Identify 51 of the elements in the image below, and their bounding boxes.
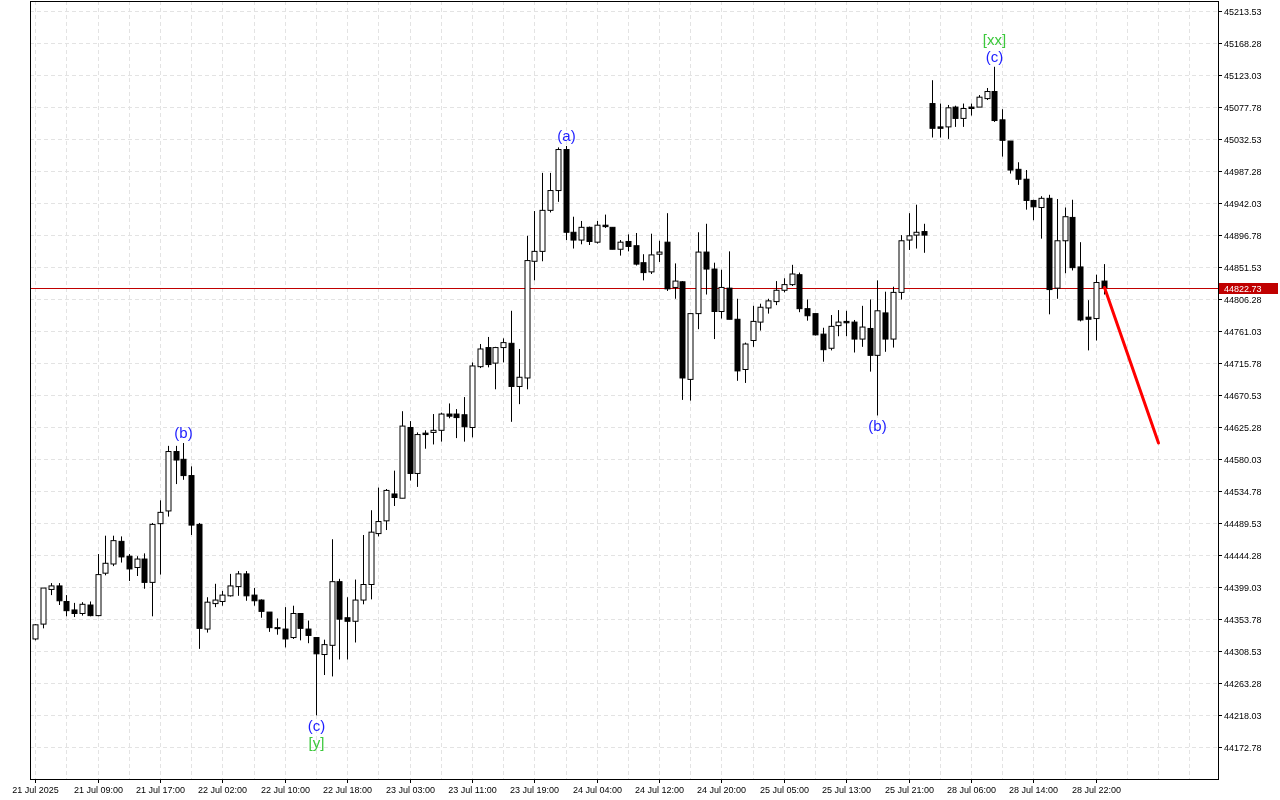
y-tick-label: 44353.78 xyxy=(1224,614,1262,625)
y-tick-label: 45123.03 xyxy=(1224,70,1262,81)
annotation: [y] xyxy=(308,734,325,752)
y-tick-label: 44625.28 xyxy=(1224,422,1262,433)
y-tick-label: 44218.03 xyxy=(1224,710,1262,721)
x-tick-label: 28 Jul 06:00 xyxy=(946,785,997,795)
y-tick-label: 44489.53 xyxy=(1224,518,1262,529)
x-tick-label: 22 Jul 02:00 xyxy=(197,785,248,795)
y-tick-label: 44580.03 xyxy=(1224,454,1262,465)
x-tick-label: 21 Jul 17:00 xyxy=(135,785,186,795)
y-tick-label: 44806.28 xyxy=(1224,294,1262,305)
y-tick-label: 44172.78 xyxy=(1224,742,1262,753)
y-tick-label: 44263.28 xyxy=(1224,678,1262,689)
x-tick-label: 24 Jul 20:00 xyxy=(696,785,747,795)
annotation: (b) xyxy=(868,417,887,435)
y-tick-label: 44851.53 xyxy=(1224,262,1262,273)
y-tick-label: 45077.78 xyxy=(1224,102,1262,113)
ref-line-label: 44822.73 xyxy=(1224,283,1262,294)
x-tick-label: 24 Jul 04:00 xyxy=(572,785,623,795)
x-tick-label: 25 Jul 13:00 xyxy=(821,785,872,795)
x-tick-label: 22 Jul 10:00 xyxy=(260,785,311,795)
candlestick xyxy=(157,499,164,576)
x-tick-label: 28 Jul 22:00 xyxy=(1071,785,1122,795)
y-tick-label: 44942.03 xyxy=(1224,198,1262,209)
x-tick-label: 21 Jul 09:00 xyxy=(73,785,124,795)
annotation: (c) xyxy=(985,47,1004,65)
annotation: (b) xyxy=(174,424,193,442)
x-tick-label: 22 Jul 18:00 xyxy=(322,785,373,795)
y-tick-label: 44399.03 xyxy=(1224,582,1262,593)
x-tick-label: 21 Jul 2025 xyxy=(12,785,59,795)
y-tick-label: 44896.78 xyxy=(1224,230,1262,241)
y-tick-label: 45168.28 xyxy=(1224,38,1262,49)
y-tick-label: 44444.28 xyxy=(1224,550,1262,561)
annotation: (c) xyxy=(307,717,326,735)
y-tick-label: 44308.53 xyxy=(1224,646,1262,657)
y-tick-label: 45032.53 xyxy=(1224,134,1262,145)
y-tick-label: 44715.78 xyxy=(1224,358,1262,369)
x-tick-label: 24 Jul 12:00 xyxy=(634,785,685,795)
x-tick-label: 23 Jul 03:00 xyxy=(385,785,436,795)
x-tick-label: 28 Jul 14:00 xyxy=(1008,785,1059,795)
y-tick-label: 44534.78 xyxy=(1224,486,1262,497)
x-tick-label: 23 Jul 19:00 xyxy=(509,785,560,795)
y-tick-label: 44987.28 xyxy=(1224,166,1262,177)
y-tick-label: 44670.53 xyxy=(1224,390,1262,401)
x-tick-label: 23 Jul 11:00 xyxy=(448,785,497,795)
y-tick-label: 45213.53 xyxy=(1224,6,1262,17)
y-tick-label: 44761.03 xyxy=(1224,326,1262,337)
annotation: (a) xyxy=(557,126,576,144)
annotation: [xx] xyxy=(982,30,1007,48)
x-tick-label: 25 Jul 21:00 xyxy=(884,785,935,795)
x-tick-label: 25 Jul 05:00 xyxy=(759,785,810,795)
